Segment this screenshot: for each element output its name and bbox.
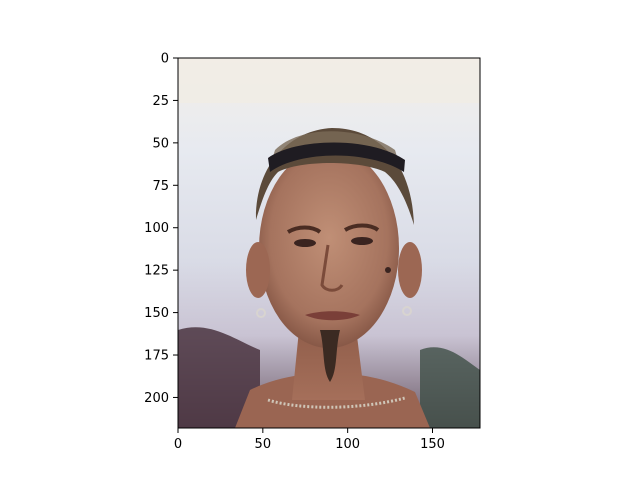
- y-tick-label: 125: [144, 264, 169, 279]
- y-tick-label: 50: [152, 136, 169, 151]
- y-tick-label: 25: [152, 94, 169, 109]
- y-tick-label: 100: [144, 221, 169, 236]
- x-axis: 0 50 100 150: [174, 428, 445, 452]
- y-tick-label: 0: [161, 52, 169, 67]
- x-tick-label: 100: [335, 437, 360, 452]
- x-tick-label: 150: [420, 437, 445, 452]
- y-tick-label: 150: [144, 306, 169, 321]
- x-tick-label: 50: [255, 437, 272, 452]
- portrait-photo: [178, 58, 480, 428]
- y-axis: 0 25 50 75 100 125 150 175 200: [144, 52, 178, 406]
- y-tick-label: 200: [144, 391, 169, 406]
- x-tick-label: 0: [174, 437, 182, 452]
- axes-frame: [177, 57, 481, 429]
- y-tick-label: 175: [144, 349, 169, 364]
- y-tick-label: 75: [152, 179, 169, 194]
